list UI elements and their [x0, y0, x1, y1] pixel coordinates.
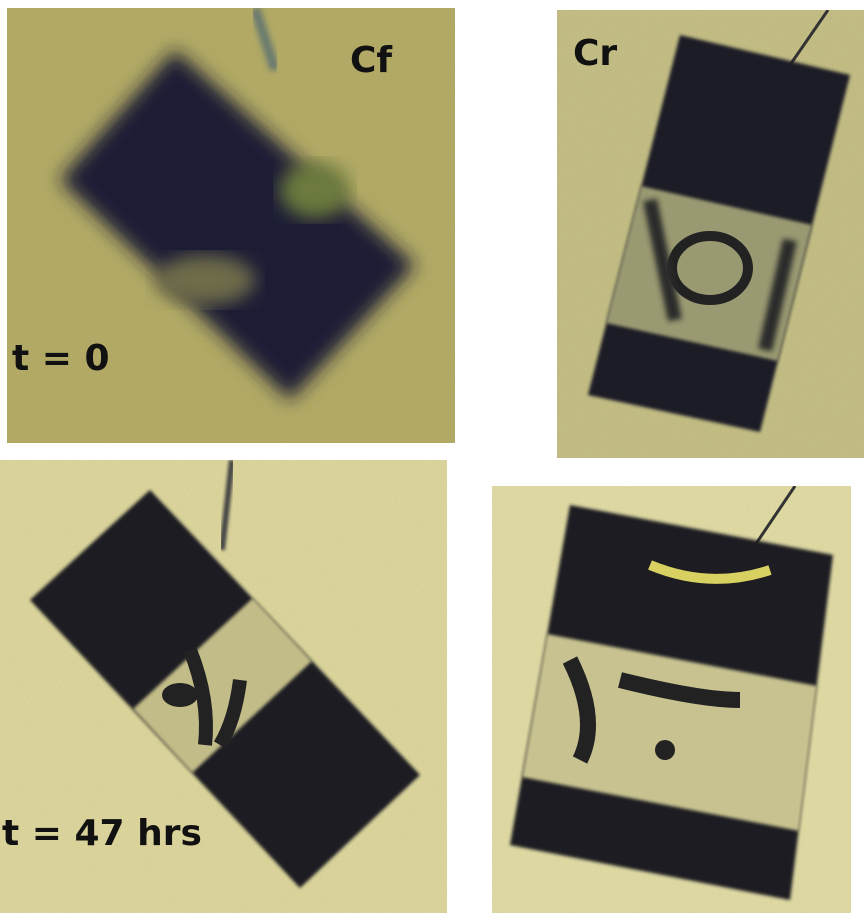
panel-cf-t47	[0, 460, 447, 913]
panel-cr-t0	[557, 10, 864, 458]
panel-cf-t0	[7, 8, 455, 443]
row-label: t = 0	[12, 338, 110, 379]
column-label: Cf	[350, 40, 392, 81]
column-label: Cr	[573, 33, 617, 74]
row-label: t = 47 hrs	[2, 813, 202, 854]
panel-cr-t47	[492, 486, 851, 913]
